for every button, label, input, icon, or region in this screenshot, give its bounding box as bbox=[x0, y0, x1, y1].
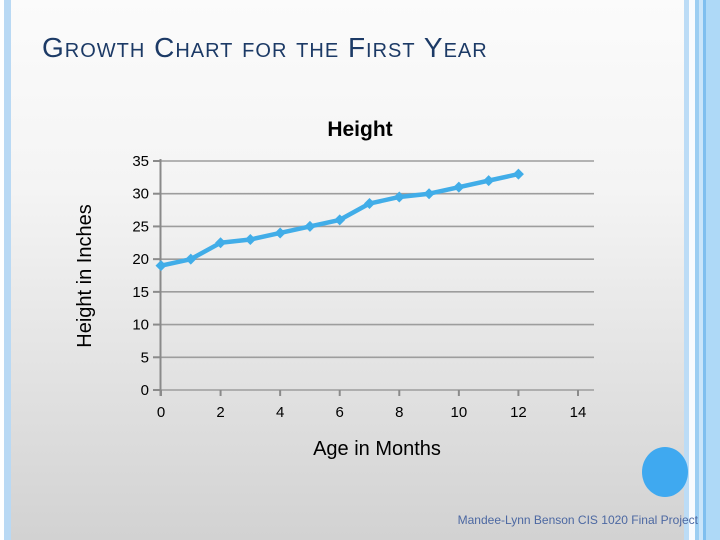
right-stripe-2 bbox=[689, 0, 695, 540]
svg-text:14: 14 bbox=[570, 404, 587, 421]
svg-text:20: 20 bbox=[132, 251, 149, 268]
right-stripe-3 bbox=[695, 0, 699, 540]
svg-text:35: 35 bbox=[132, 153, 149, 170]
svg-text:4: 4 bbox=[276, 404, 284, 421]
y-axis-title: Height in Inches bbox=[74, 204, 96, 348]
x-axis-title: Age in Months bbox=[313, 438, 441, 460]
svg-text:10: 10 bbox=[451, 404, 468, 421]
left-accent-stripe bbox=[4, 0, 11, 540]
svg-text:2: 2 bbox=[216, 404, 224, 421]
right-stripe-1 bbox=[684, 0, 689, 540]
svg-text:15: 15 bbox=[132, 284, 149, 301]
left-white-margin bbox=[0, 0, 4, 540]
slide-title: Growth Chart for the First Year bbox=[42, 32, 488, 63]
footer-credit: Mandee-Lynn Benson CIS 1020 Final Projec… bbox=[457, 513, 698, 527]
decorative-circle bbox=[642, 447, 688, 497]
svg-text:5: 5 bbox=[141, 349, 149, 366]
right-stripe-5 bbox=[703, 0, 706, 540]
svg-text:8: 8 bbox=[395, 404, 403, 421]
right-stripe-6 bbox=[706, 0, 720, 540]
svg-text:0: 0 bbox=[157, 404, 165, 421]
svg-text:10: 10 bbox=[132, 317, 149, 334]
svg-text:0: 0 bbox=[141, 382, 149, 399]
svg-text:30: 30 bbox=[132, 186, 149, 203]
svg-text:12: 12 bbox=[510, 404, 527, 421]
svg-text:6: 6 bbox=[336, 404, 344, 421]
right-stripe-4 bbox=[699, 0, 703, 540]
chart-title: Height bbox=[327, 118, 393, 141]
right-accent-stripes bbox=[684, 0, 720, 540]
svg-text:25: 25 bbox=[132, 218, 149, 235]
